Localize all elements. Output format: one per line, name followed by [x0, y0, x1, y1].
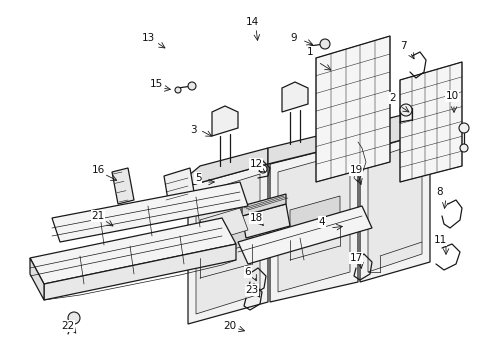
Text: 5: 5 [194, 173, 201, 183]
PathPatch shape [30, 218, 236, 284]
Text: 1: 1 [306, 47, 313, 57]
Circle shape [319, 39, 329, 49]
Text: 2: 2 [389, 93, 395, 103]
PathPatch shape [187, 164, 267, 324]
Text: 3: 3 [189, 125, 196, 135]
PathPatch shape [196, 174, 260, 314]
PathPatch shape [242, 194, 285, 216]
PathPatch shape [357, 108, 429, 152]
PathPatch shape [269, 142, 357, 302]
PathPatch shape [315, 36, 389, 182]
Text: 21: 21 [91, 211, 104, 221]
Text: 23: 23 [245, 285, 258, 295]
PathPatch shape [242, 204, 289, 238]
Circle shape [187, 82, 196, 90]
Text: 18: 18 [249, 213, 262, 223]
PathPatch shape [30, 258, 44, 300]
PathPatch shape [112, 168, 134, 204]
Text: 19: 19 [348, 165, 362, 175]
Text: 15: 15 [149, 79, 163, 89]
Text: 7: 7 [399, 41, 406, 51]
Circle shape [458, 123, 468, 133]
Text: 20: 20 [223, 321, 236, 331]
Text: 11: 11 [432, 235, 446, 245]
Circle shape [175, 87, 181, 93]
Text: 9: 9 [290, 33, 297, 43]
PathPatch shape [200, 208, 247, 242]
PathPatch shape [282, 82, 307, 112]
Text: 16: 16 [91, 165, 104, 175]
Text: 4: 4 [318, 217, 325, 227]
PathPatch shape [267, 126, 357, 164]
Text: 22: 22 [61, 321, 75, 331]
PathPatch shape [187, 148, 267, 186]
Text: 8: 8 [436, 187, 443, 197]
Text: 14: 14 [245, 17, 258, 27]
PathPatch shape [289, 196, 339, 240]
PathPatch shape [52, 182, 247, 242]
Text: 10: 10 [445, 91, 458, 101]
PathPatch shape [163, 168, 196, 212]
PathPatch shape [212, 106, 238, 136]
PathPatch shape [399, 62, 461, 182]
PathPatch shape [278, 152, 349, 292]
Text: 13: 13 [141, 33, 154, 43]
Circle shape [459, 144, 467, 152]
PathPatch shape [367, 142, 421, 272]
PathPatch shape [44, 244, 236, 300]
Text: 12: 12 [249, 159, 262, 169]
Text: 6: 6 [244, 267, 251, 277]
PathPatch shape [359, 132, 429, 282]
Circle shape [259, 165, 266, 173]
PathPatch shape [238, 206, 371, 264]
PathPatch shape [200, 214, 251, 258]
Text: 17: 17 [348, 253, 362, 263]
Circle shape [399, 104, 411, 116]
Circle shape [68, 312, 80, 324]
